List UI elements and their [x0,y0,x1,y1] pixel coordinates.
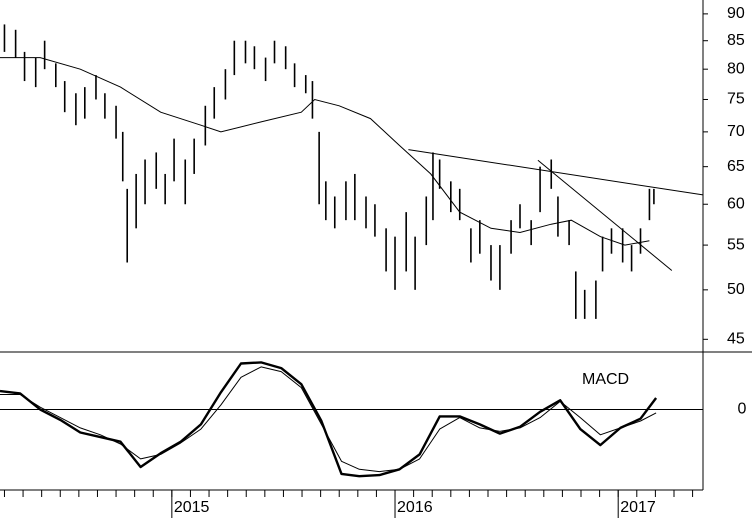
y-tick-label: 60 [727,195,745,212]
y-tick-label: 70 [727,123,745,140]
y-tick-label: 45 [727,331,745,348]
y-tick-label: 80 [727,60,745,77]
y-tick-label: 85 [727,32,745,49]
y-tick-label: 55 [727,236,745,253]
trendline [408,149,704,196]
trendline [537,159,673,271]
macd-label: MACD [582,371,629,388]
y-tick-label: 65 [727,158,745,175]
y-tick-label: 50 [727,281,745,298]
y-tick-label: 75 [727,91,745,108]
macd-line [0,366,657,473]
y-tick-label: 0 [738,401,747,418]
x-tick-label: 2016 [397,499,433,516]
x-tick-label: 2017 [620,499,656,516]
moving-average [0,57,650,246]
y-tick-label: 90 [727,5,745,22]
x-tick-label: 2015 [174,499,210,516]
